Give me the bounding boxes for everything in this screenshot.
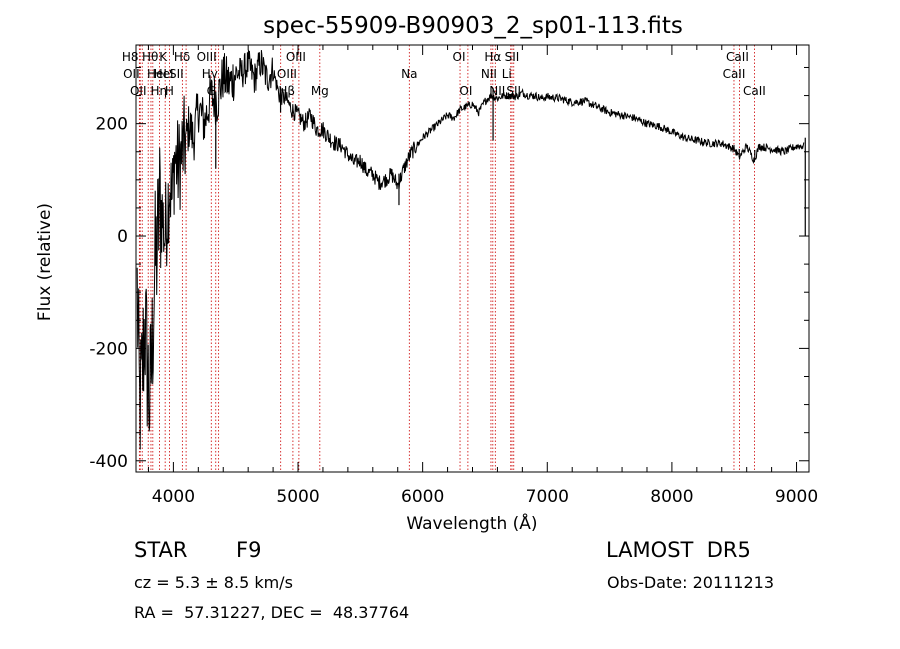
line-label: OI — [453, 50, 466, 64]
line-label: H8 — [122, 50, 139, 64]
line-label: Li — [502, 67, 512, 81]
x-tick-label: 4000 — [152, 487, 195, 507]
x-tick-label: 5000 — [276, 487, 319, 507]
line-label: SII — [505, 50, 520, 64]
line-label: Hβ — [278, 84, 295, 98]
y-tick-label: -400 — [89, 452, 128, 472]
x-tick-label: 9000 — [775, 487, 818, 507]
line-label: OIII — [286, 50, 306, 64]
redshift-readout: cz = 5.3 ± 8.5 km/s — [134, 573, 293, 592]
axis-tick-group: 4000 5000 6000 7000 8000 9000 -400 -200 0 200 — [89, 45, 818, 507]
line-label: NII — [481, 67, 497, 81]
x-tick-label: 8000 — [650, 487, 693, 507]
chart-title: spec-55909-B90903_2_sp01-113.fits — [263, 13, 683, 39]
x-tick-label: 7000 — [526, 487, 569, 507]
y-tick-label: 200 — [96, 115, 128, 135]
line-label: Hδ — [174, 50, 190, 64]
x-tick-label: 6000 — [401, 487, 444, 507]
object-class: STAR — [134, 538, 188, 562]
spectral-subclass: F9 — [236, 538, 262, 562]
line-label: CaII — [743, 84, 766, 98]
line-label: Hθ — [142, 50, 158, 64]
spectrum-series-line — [136, 49, 805, 450]
survey-name: LAMOST DR5 — [606, 538, 751, 562]
spectrum-chart: spec-55909-B90903_2_sp01-113.fits H8 OII O… — [35, 13, 818, 534]
line-label: HeI — [147, 67, 167, 81]
line-label: Hα — [484, 50, 501, 64]
sky-coordinates: RA = 57.31227, DEC = 48.37764 — [134, 603, 410, 622]
line-label: SII — [169, 67, 184, 81]
line-label: OII — [130, 84, 147, 98]
line-label: Na — [401, 67, 417, 81]
line-label: NII — [489, 84, 505, 98]
line-marker-group — [138, 45, 755, 472]
x-axis-label: Wavelength (Å) — [406, 512, 537, 534]
observation-date: Obs-Date: 20111213 — [607, 573, 775, 592]
line-label: K — [159, 50, 168, 64]
line-label: OIII — [277, 67, 297, 81]
line-label: CaII — [726, 50, 749, 64]
plot-frame — [135, 44, 810, 473]
line-label: HeI — [154, 67, 174, 81]
y-tick-label: -200 — [89, 339, 128, 359]
line-label: G — [207, 84, 216, 98]
line-label: CaII — [723, 67, 746, 81]
y-axis-label: Flux (relative) — [35, 203, 55, 321]
line-label: H — [165, 84, 174, 98]
line-label: SII — [506, 84, 521, 98]
line-label: Mg — [311, 84, 329, 98]
line-label: Hη — [151, 84, 168, 98]
line-label: OIII — [197, 50, 217, 64]
line-label: Hγ — [202, 67, 218, 81]
y-tick-label: 0 — [117, 227, 128, 247]
line-label: OII — [123, 67, 140, 81]
line-label: OI — [459, 84, 472, 98]
